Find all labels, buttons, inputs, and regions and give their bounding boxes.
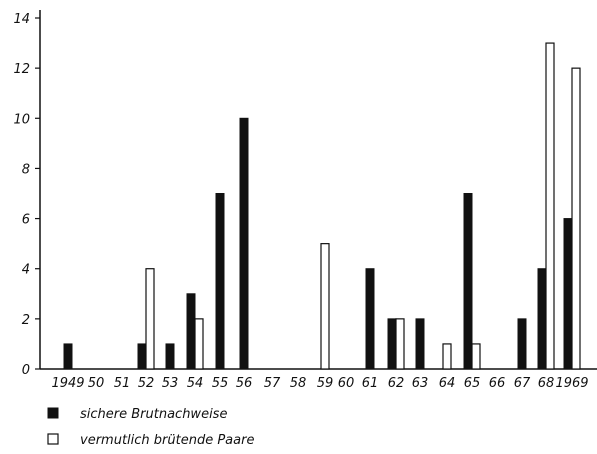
bar-sichere-brutnachweise bbox=[165, 343, 175, 370]
x-tick-label: 55 bbox=[212, 376, 229, 391]
legend-swatch-sichere-brutnachweise bbox=[47, 407, 59, 419]
bar-vermutlich-bruetende-paare bbox=[545, 42, 555, 370]
bar-sichere-brutnachweise bbox=[365, 268, 375, 370]
bar-sichere-brutnachweise bbox=[63, 343, 73, 370]
x-tick-label: 66 bbox=[489, 376, 506, 391]
x-tick-label: 53 bbox=[162, 376, 179, 391]
y-tick-label: 14 bbox=[13, 12, 30, 27]
bar-vermutlich-bruetende-paare bbox=[571, 67, 581, 370]
legend-label-vermutlich-bruetende-paare: vermutlich brütende Paare bbox=[80, 433, 254, 448]
x-tick-label: 58 bbox=[290, 376, 307, 391]
x-tick-label: 65 bbox=[464, 376, 481, 391]
x-tick-label: 52 bbox=[138, 376, 155, 391]
x-tick-label: 1969 bbox=[555, 376, 588, 391]
bar-sichere-brutnachweise bbox=[463, 193, 473, 370]
bar-sichere-brutnachweise bbox=[563, 218, 573, 370]
bars bbox=[63, 42, 581, 370]
legend: sichere Brutnachweise vermutlich brütend… bbox=[47, 407, 254, 448]
x-tick-label: 56 bbox=[236, 376, 253, 391]
y-tick-label: 12 bbox=[13, 62, 30, 77]
legend-label-sichere-brutnachweise: sichere Brutnachweise bbox=[80, 407, 227, 422]
x-tick-label: 59 bbox=[317, 376, 334, 391]
y-tick-label: 2 bbox=[22, 313, 30, 328]
bar-vermutlich-bruetende-paare bbox=[442, 343, 452, 370]
bar-vermutlich-bruetende-paare bbox=[395, 318, 405, 370]
bar-sichere-brutnachweise bbox=[239, 117, 249, 370]
y-tick-label: 10 bbox=[13, 112, 30, 127]
bar-sichere-brutnachweise bbox=[517, 318, 527, 370]
bar-sichere-brutnachweise bbox=[537, 268, 547, 370]
y-tick-label: 0 bbox=[22, 363, 30, 378]
x-axis: 1949 50 51 52 53 54 55 56 57 58 59 60 61 62 63 64 65 66 67… bbox=[40, 368, 597, 391]
x-tick-label: 68 bbox=[538, 376, 555, 391]
x-tick-label: 64 bbox=[439, 376, 456, 391]
y-tick-label: 8 bbox=[22, 162, 30, 177]
x-tick-label: 54 bbox=[187, 376, 204, 391]
x-tick-label: 1949 bbox=[51, 376, 84, 391]
bar-vermutlich-bruetende-paare bbox=[145, 268, 155, 370]
x-tick-label: 51 bbox=[114, 376, 131, 391]
legend-swatch-vermutlich-bruetende-paare bbox=[47, 433, 59, 445]
x-tick-label: 63 bbox=[412, 376, 429, 391]
bar-sichere-brutnachweise bbox=[186, 293, 196, 370]
bar-sichere-brutnachweise bbox=[387, 318, 397, 370]
bar-sichere-brutnachweise bbox=[415, 318, 425, 370]
x-tick-label: 62 bbox=[388, 376, 405, 391]
bar-vermutlich-bruetende-paare bbox=[320, 243, 330, 370]
bar-vermutlich-bruetende-paare bbox=[471, 343, 481, 370]
y-axis: 0 2 4 6 8 10 12 14 bbox=[13, 10, 41, 378]
x-tick-label: 67 bbox=[514, 376, 531, 391]
y-tick-label: 4 bbox=[22, 263, 30, 278]
x-tick-label: 50 bbox=[88, 376, 105, 391]
x-tick-label: 60 bbox=[338, 376, 355, 391]
y-tick-label: 6 bbox=[22, 213, 30, 228]
bar-vermutlich-bruetende-paare bbox=[194, 318, 204, 370]
bar-sichere-brutnachweise bbox=[215, 193, 225, 370]
x-tick-label: 57 bbox=[264, 376, 281, 391]
x-tick-label: 61 bbox=[362, 376, 379, 391]
bar-sichere-brutnachweise bbox=[137, 343, 147, 370]
